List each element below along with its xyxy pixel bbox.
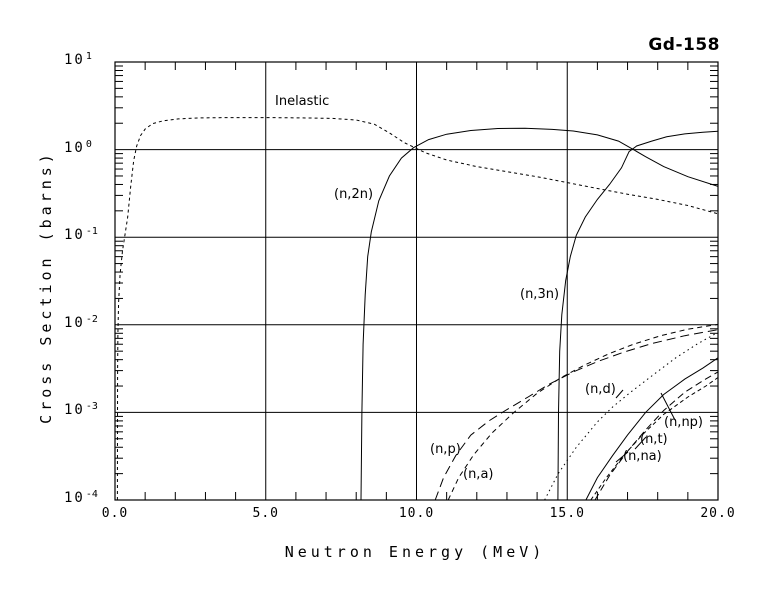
y-tick-label-10e-1: 10-1: [64, 226, 98, 244]
x-tick-label-5.0: 5.0: [252, 506, 279, 521]
curve-n2n: [360, 127, 719, 501]
curve-nna: [590, 377, 719, 501]
curve-label-np: (n,p): [430, 442, 461, 457]
curve-label-n3n: (n,3n): [520, 287, 560, 302]
leader-line-nna: [615, 451, 629, 463]
curve-nt: [594, 371, 719, 501]
y-tick-base: 10: [64, 52, 85, 68]
y-tick-label-10e-3: 10-3: [64, 401, 98, 419]
curve-nd: [544, 331, 719, 501]
x-tick-label-10.0: 10.0: [398, 506, 435, 521]
y-tick-label-10e-2: 10-2: [64, 313, 98, 331]
x-tick-label-15.0: 15.0: [549, 506, 585, 521]
y-tick-base: 10: [64, 314, 85, 331]
y-tick-base: 10: [64, 490, 85, 506]
y-tick-exponent: 1: [85, 51, 92, 62]
x-tick-label-20.0: 20.0: [700, 506, 736, 521]
y-tick-exponent: -1: [85, 226, 98, 238]
curve-nnp: [585, 357, 719, 501]
curve-label-inelastic: Inelastic: [275, 94, 330, 109]
y-tick-exponent: -4: [85, 489, 98, 500]
y-tick-label-10e0: 100: [64, 138, 92, 156]
y-tick-label-10e-4: 10-4: [64, 489, 98, 506]
curve-label-nnp: (n,np): [664, 415, 704, 430]
curve-label-nt: (n,t): [640, 432, 668, 447]
curve-label-nd: (n,d): [585, 382, 616, 397]
y-tick-exponent: -3: [85, 401, 98, 413]
curve-np: [434, 329, 719, 501]
leader-line-nt: [634, 436, 647, 450]
curve-label-na: (n,a): [463, 467, 494, 482]
y-tick-label-10e1: 101: [64, 51, 92, 68]
y-tick-base: 10: [64, 139, 85, 156]
y-tick-exponent: -2: [85, 313, 98, 325]
y-tick-exponent: 0: [85, 138, 92, 150]
y-tick-base: 10: [64, 402, 85, 419]
x-tick-label-0.0: 0.0: [101, 506, 129, 521]
chart-title: Gd-158: [648, 35, 720, 55]
curve-label-nna: (n,na): [623, 449, 662, 464]
leader-line-nnp: [660, 392, 676, 421]
x-axis-title: Neutron Energy (MeV): [284, 543, 546, 561]
leader-line-nd: [615, 389, 624, 399]
y-tick-base: 10: [64, 227, 85, 244]
curve-label-n2n: (n,2n): [334, 187, 374, 202]
curve-n3n: [557, 130, 719, 501]
